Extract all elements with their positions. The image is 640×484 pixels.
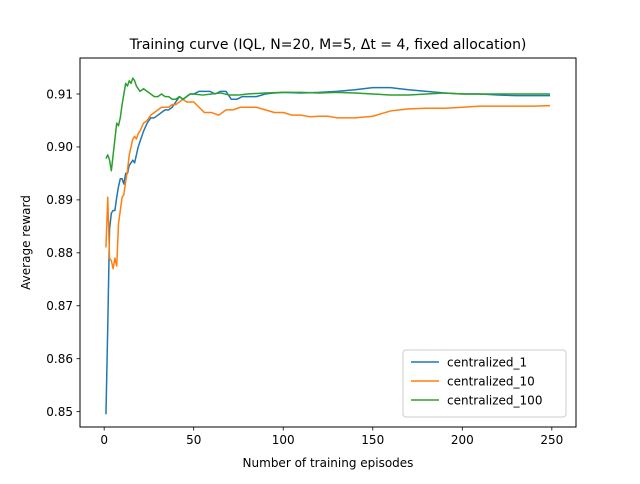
y-tick-label: 0.90 xyxy=(46,140,73,154)
plot-frame xyxy=(79,57,577,428)
y-tick-label: 0.85 xyxy=(46,405,73,419)
y-tick-label: 0.87 xyxy=(46,299,73,313)
y-tick-label: 0.88 xyxy=(46,246,73,260)
series-line-centralized_10 xyxy=(105,98,551,270)
legend-label-centralized_10: centralized_10 xyxy=(447,374,535,388)
x-axis-label: Number of training episodes xyxy=(243,456,414,470)
y-tick-label: 0.91 xyxy=(46,87,73,101)
x-tick-label: 0 xyxy=(100,433,108,447)
x-tick-label: 200 xyxy=(451,433,474,447)
y-axis-label: Average reward xyxy=(19,195,33,290)
legend-label-centralized_100: centralized_100 xyxy=(447,393,542,407)
plot-lines xyxy=(105,77,551,415)
y-axis: 0.85 0.86 0.87 0.88 0.89 0.90 0.91 xyxy=(46,87,80,419)
x-tick-label: 150 xyxy=(361,433,384,447)
x-tick-label: 250 xyxy=(540,433,563,447)
series-line-centralized_100 xyxy=(105,77,551,172)
y-tick-label: 0.89 xyxy=(46,193,73,207)
y-tick-label: 0.86 xyxy=(46,352,73,366)
legend: centralized_1 centralized_10 centralized_1… xyxy=(402,349,567,418)
chart-title: Training curve (IQL, N=20, M=5, Δt = 4, … xyxy=(129,37,527,53)
legend-box xyxy=(402,349,567,418)
x-axis: 0 50 100 150 200 250 xyxy=(100,427,563,447)
x-tick-label: 100 xyxy=(272,433,295,447)
x-tick-label: 50 xyxy=(186,433,201,447)
legend-label-centralized_1: centralized_1 xyxy=(447,355,527,369)
